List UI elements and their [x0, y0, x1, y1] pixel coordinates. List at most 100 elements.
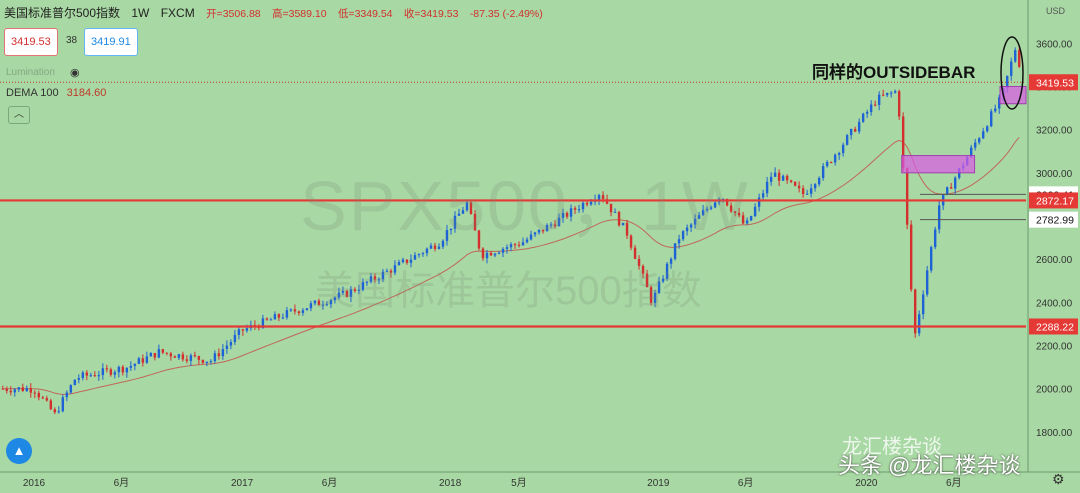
candle-body	[933, 229, 937, 248]
candle-body	[137, 358, 141, 364]
y-tick-label: 1800.00	[1036, 428, 1073, 439]
x-tick-label: 5月	[511, 477, 527, 489]
candle-body	[449, 228, 453, 231]
candle-body	[345, 290, 349, 297]
candle-body	[165, 352, 169, 354]
candle-body	[497, 252, 501, 254]
candle-body	[913, 289, 917, 334]
candle-body	[881, 94, 885, 96]
x-tick-label: 2019	[647, 478, 670, 489]
candle-body	[337, 292, 341, 298]
price-label-value: 3419.53	[1036, 77, 1074, 89]
candle-body	[61, 397, 65, 412]
candle-body	[57, 411, 61, 413]
candle-body	[237, 329, 241, 335]
candle-body	[649, 287, 653, 303]
candle-body	[633, 247, 637, 259]
candle-body	[797, 185, 801, 189]
candle-body	[837, 153, 841, 155]
candle-body	[13, 389, 16, 393]
candle-body	[329, 300, 333, 305]
symbol-name[interactable]: 美国标准普尔500指数	[4, 6, 121, 20]
candle-body	[661, 278, 665, 282]
candle-body	[745, 220, 749, 224]
candle-body	[221, 349, 225, 357]
candle-body	[189, 355, 193, 361]
dema-value: 3184.60	[66, 87, 107, 99]
candle-body	[733, 211, 737, 214]
ohlc-close: 收=3419.53	[403, 8, 459, 20]
candle-body	[489, 252, 493, 256]
candle-body	[29, 388, 32, 393]
tradingview-logo-icon[interactable]: ▲	[6, 438, 32, 464]
candle-body	[873, 104, 877, 106]
candle-body	[73, 379, 77, 386]
candle-body	[793, 181, 797, 186]
candle-body	[321, 304, 325, 306]
candle-body	[621, 222, 625, 226]
candle-body	[341, 290, 345, 293]
candle-body	[749, 216, 753, 221]
candle-body	[994, 108, 997, 112]
outside-bar-box[interactable]	[901, 155, 976, 174]
watermark-name: 美国标准普尔500指数	[315, 269, 702, 313]
candle-body	[281, 317, 285, 319]
candle-body	[517, 244, 521, 246]
candle-body	[1006, 75, 1009, 88]
candle-body	[429, 245, 433, 249]
candle-body	[725, 198, 729, 206]
candle-body	[389, 270, 393, 273]
candle-body	[397, 262, 401, 266]
candle-body	[937, 205, 941, 230]
candle-body	[97, 375, 101, 377]
gear-icon[interactable]: ⚙	[1052, 471, 1065, 487]
y-tick-label: 3000.00	[1036, 169, 1073, 180]
eye-icon[interactable]: ◉	[70, 67, 80, 79]
candle-body	[673, 243, 677, 259]
price-axis[interactable]	[1028, 0, 1080, 493]
candle-body	[117, 366, 121, 373]
candle-body	[361, 282, 365, 290]
candle-body	[129, 365, 133, 368]
candle-body	[978, 138, 981, 143]
candle-body	[261, 318, 265, 329]
candle-body	[713, 202, 717, 208]
candle-body	[577, 209, 581, 211]
buy-price-box[interactable]: 3419.91	[84, 28, 138, 56]
candle-body	[437, 246, 441, 249]
candle-body	[693, 218, 697, 225]
candle-body	[277, 314, 281, 318]
candle-body	[173, 356, 177, 358]
candle-body	[809, 188, 813, 194]
ohlc-change: -87.35 (-2.49%)	[469, 8, 543, 20]
x-tick-label: 6月	[738, 477, 754, 489]
ohlc-open: 开=3506.88	[206, 8, 261, 20]
dema-legend[interactable]: DEMA 100 3184.60	[6, 87, 106, 99]
candle-body	[273, 314, 277, 320]
candle-body	[93, 375, 97, 377]
candle-body	[25, 388, 28, 391]
candle-body	[557, 217, 561, 227]
candle-body	[245, 328, 249, 331]
chevron-icon[interactable]: ︿	[8, 106, 30, 124]
candle-body	[877, 94, 881, 106]
candle-body	[785, 175, 789, 181]
candle-body	[865, 111, 869, 114]
symbol-header: 美国标准普尔500指数 1W FXCM 开=3506.88 高=3589.10 …	[4, 4, 551, 21]
interval[interactable]: 1W	[131, 6, 150, 20]
data-source: FXCM	[160, 6, 195, 20]
candle-body	[401, 259, 405, 263]
candle-body	[297, 311, 301, 313]
candle-body	[681, 231, 685, 240]
candle-body	[445, 230, 449, 241]
candle-body	[929, 247, 933, 271]
x-tick-label: 2017	[231, 478, 254, 489]
candle-body	[990, 111, 993, 127]
candle-body	[709, 207, 713, 209]
candle-body	[89, 375, 93, 377]
candle-body	[469, 202, 473, 214]
candle-body	[453, 215, 457, 229]
sell-price-box[interactable]: 3419.53	[4, 28, 58, 56]
